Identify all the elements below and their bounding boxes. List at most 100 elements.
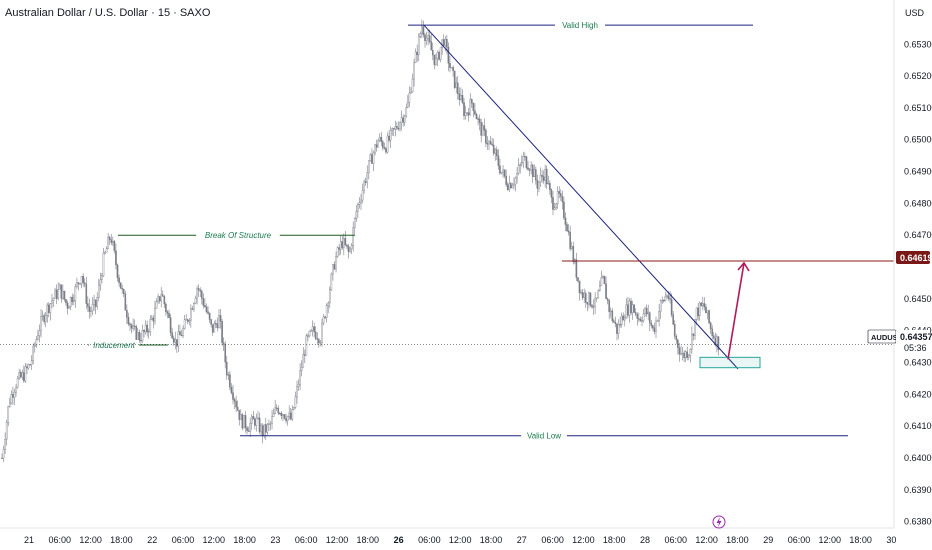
candle-body xyxy=(179,331,181,336)
candle-body xyxy=(10,394,13,404)
candle-body xyxy=(385,148,387,153)
candle-body xyxy=(35,339,38,346)
candle-body xyxy=(569,231,571,249)
candles-layer xyxy=(1,19,720,463)
chart-title: Australian Dollar / U.S. Dollar · 15 · S… xyxy=(5,7,211,19)
candle-body xyxy=(347,246,350,252)
candle-body xyxy=(495,149,498,157)
candle-body xyxy=(205,306,208,312)
price-tick-label: 0.63800 xyxy=(904,517,932,527)
candle-body xyxy=(154,307,156,322)
candle-body xyxy=(628,300,631,316)
candle-body xyxy=(168,313,170,318)
candle-body xyxy=(172,337,175,343)
candle-body xyxy=(542,176,545,181)
candle-body xyxy=(155,301,158,309)
current-price-value: 0.64357 xyxy=(900,332,932,342)
candle-body xyxy=(614,322,617,324)
candle-body xyxy=(439,47,442,60)
time-axis[interactable]: 21 06:00 12:00 18:00 22 06:00 12:00 18:00 23 06:0… xyxy=(0,527,896,545)
candle-body xyxy=(570,246,573,249)
candle-body xyxy=(335,256,337,270)
trendline[interactable] xyxy=(423,24,739,370)
candle-body xyxy=(399,122,401,130)
candle-body xyxy=(502,169,504,173)
candle-body xyxy=(661,299,664,302)
candle-body xyxy=(481,125,484,136)
candle-body xyxy=(200,290,203,299)
candle-body xyxy=(677,339,679,348)
candle-body xyxy=(659,300,662,312)
drawings-layer[interactable]: Valid High Break Of Structure Inducement Va… xyxy=(0,20,894,441)
candle-body xyxy=(310,329,312,332)
candle-body xyxy=(382,141,384,148)
candle-body xyxy=(236,406,239,411)
candle-body xyxy=(667,295,670,299)
lightning-icon[interactable] xyxy=(712,515,726,529)
candle-body xyxy=(23,372,25,382)
candle-body xyxy=(425,38,428,41)
candle-body xyxy=(467,112,470,116)
candle-body xyxy=(333,264,336,270)
candle-body xyxy=(72,300,75,303)
candle-body xyxy=(54,289,56,299)
candle-body xyxy=(516,173,518,179)
candle-body xyxy=(85,283,88,304)
candle-body xyxy=(104,251,106,254)
candle-body xyxy=(666,295,668,297)
candle-body xyxy=(602,276,604,278)
level-price-label-text: 0.64619 xyxy=(900,253,932,263)
candle-body xyxy=(525,156,528,169)
candle-body xyxy=(207,311,209,314)
candle-body xyxy=(691,333,693,350)
candle-body xyxy=(193,303,195,310)
candle-body xyxy=(394,126,397,130)
candle-body xyxy=(630,300,632,314)
candle-body xyxy=(124,293,127,311)
candle-body xyxy=(71,297,74,303)
candle-body xyxy=(368,160,370,173)
projection-arrow[interactable] xyxy=(727,262,745,360)
candle-body xyxy=(485,129,487,144)
candle-body xyxy=(7,406,10,423)
candle-body xyxy=(101,275,103,281)
level-price-label: 0.64619 xyxy=(896,251,932,264)
candle-body xyxy=(188,319,191,322)
candle-body xyxy=(555,203,557,208)
candle-body xyxy=(247,430,250,432)
candle-body xyxy=(240,414,242,420)
candle-body xyxy=(474,110,476,115)
candle-body xyxy=(68,306,70,309)
level-price-label-bg xyxy=(896,251,930,264)
candle-body xyxy=(263,424,266,437)
candle-body xyxy=(304,354,306,356)
candle-body xyxy=(377,140,379,148)
candle-body xyxy=(352,227,354,246)
valid-high-label: Valid High xyxy=(562,21,598,30)
candle-body xyxy=(478,118,481,123)
candle-body xyxy=(83,282,86,285)
candle-body xyxy=(361,189,364,201)
candle-body xyxy=(332,264,334,275)
demand-zone-box[interactable] xyxy=(699,356,761,369)
candle-body xyxy=(144,324,147,333)
time-tick-label: 18:00 xyxy=(357,535,380,545)
candle-body xyxy=(698,302,701,317)
candle-body xyxy=(497,155,500,166)
candle-body xyxy=(620,315,623,326)
candle-body xyxy=(344,238,347,245)
candle-body xyxy=(456,82,459,94)
candle-body xyxy=(136,332,139,341)
candle-body xyxy=(539,174,542,183)
candle-body xyxy=(471,99,473,104)
candle-body xyxy=(129,323,131,326)
candle-body xyxy=(414,51,417,63)
candle-body xyxy=(243,415,245,429)
candle-body xyxy=(430,41,433,51)
candle-body xyxy=(238,410,241,420)
time-tick-label: 06:00 xyxy=(418,535,441,545)
candle-body xyxy=(185,319,187,321)
